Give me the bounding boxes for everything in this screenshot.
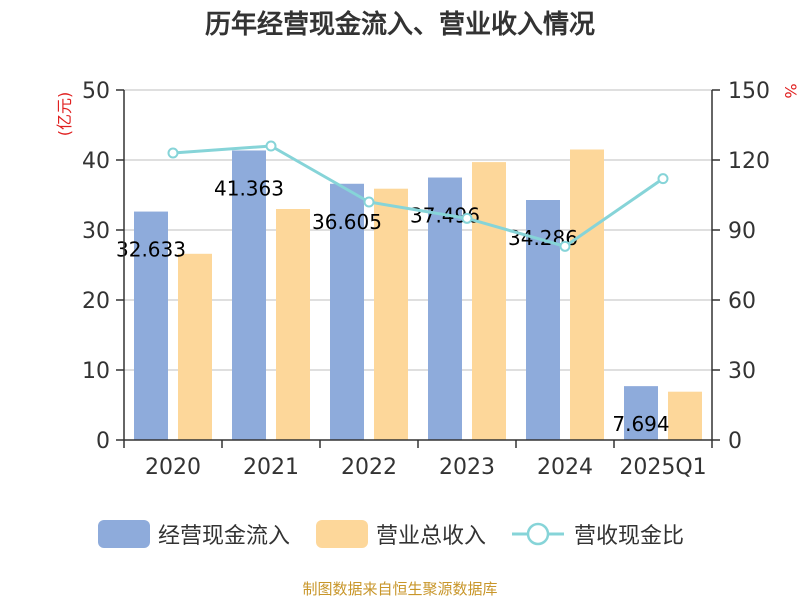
y-right-tick-label: 90 [728, 219, 756, 244]
x-tick-label: 2022 [341, 455, 397, 480]
x-tick-label: 2021 [243, 455, 299, 480]
chart-title: 历年经营现金流入、营业收入情况 [204, 10, 595, 40]
y-left-unit: (亿元) [55, 92, 74, 137]
bar-series [134, 149, 702, 441]
bar [374, 188, 408, 440]
x-tick-label: 2024 [537, 455, 593, 480]
legend-label: 经营现金流入 [158, 524, 290, 549]
data-label: 7.694 [612, 412, 669, 436]
legend-label: 营收现金比 [574, 524, 684, 549]
bar [178, 253, 212, 440]
y-left-tick-label: 50 [82, 79, 110, 104]
data-label: 36.605 [312, 210, 382, 234]
x-tick-label: 2020 [145, 455, 201, 480]
line-point [657, 173, 669, 185]
axes: 0 10 20 30 40 50 0 30 60 90 120 150 (亿元)% 2020 2021 202… [55, 79, 800, 480]
legend-swatch [316, 520, 368, 548]
y-right-tick-label: 150 [728, 79, 770, 104]
line-point [167, 147, 179, 159]
line-point [363, 196, 375, 208]
y-right-tick-label: 60 [728, 289, 756, 314]
y-left-tick-label: 10 [82, 359, 110, 384]
legend: 经营现金流入 营业总收入 营收现金比 [98, 520, 684, 549]
line-series [167, 140, 669, 252]
x-tick-label: 2025Q1 [619, 455, 706, 480]
y-left-tick-label: 40 [82, 149, 110, 174]
y-left-tick-label: 30 [82, 219, 110, 244]
bar [134, 211, 168, 440]
y-right-unit: % [781, 83, 800, 98]
bar [428, 177, 462, 440]
legend-marker [526, 522, 550, 546]
legend-label: 营业总收入 [376, 524, 486, 549]
bar [570, 149, 604, 440]
line-point [559, 240, 571, 252]
gridlines [124, 89, 712, 371]
legend-swatch [98, 520, 150, 548]
line-point [461, 212, 473, 224]
bar [232, 150, 266, 441]
bar [472, 162, 506, 440]
source-footer: 制图数据来自恒生聚源数据库 [302, 580, 498, 598]
y-left-tick-label: 0 [96, 429, 110, 454]
line-point [265, 140, 277, 152]
y-left-tick-label: 20 [82, 289, 110, 314]
y-right-tick-label: 30 [728, 359, 756, 384]
bar [668, 391, 702, 440]
y-right-tick-label: 120 [728, 149, 770, 174]
series-line [172, 144, 664, 248]
x-tick-label: 2023 [439, 455, 495, 480]
y-right-tick-label: 0 [728, 429, 742, 454]
bar [330, 183, 364, 440]
bar [276, 209, 310, 440]
data-label: 32.633 [116, 238, 186, 262]
data-label: 41.363 [214, 176, 284, 200]
bar [624, 386, 658, 440]
